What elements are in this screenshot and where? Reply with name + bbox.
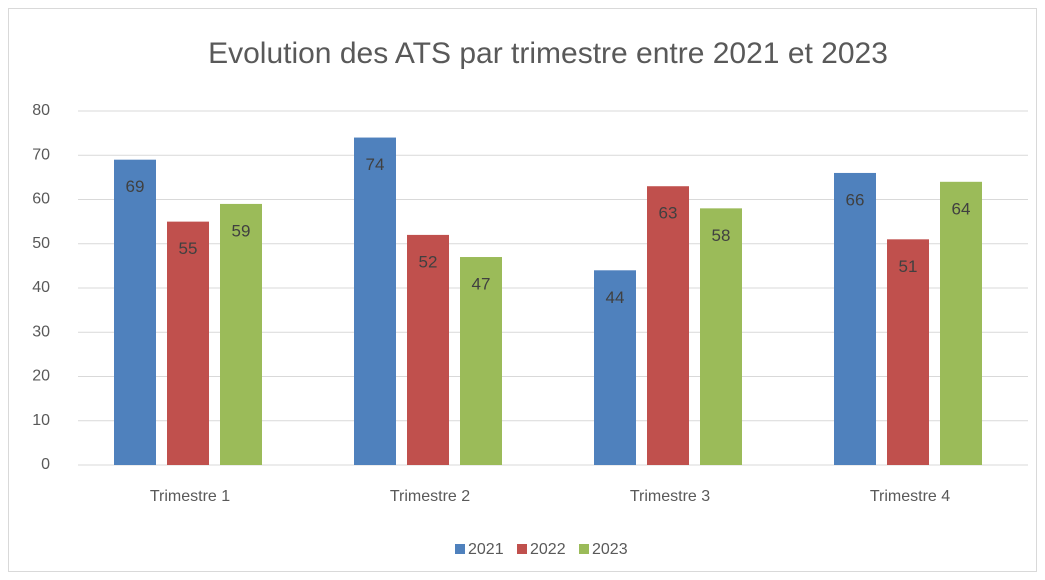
data-label: 74 — [366, 155, 385, 174]
legend-swatch — [517, 544, 527, 554]
data-label: 59 — [232, 221, 251, 240]
y-tick-label: 80 — [32, 102, 50, 119]
legend-swatch — [455, 544, 465, 554]
bar — [220, 203, 262, 466]
chart-border — [8, 8, 1037, 572]
legend-label: 2022 — [530, 541, 566, 558]
data-label: 66 — [846, 190, 865, 209]
bar — [460, 257, 502, 465]
legend-swatch — [579, 544, 589, 554]
x-tick-label: Trimestre 3 — [630, 488, 710, 505]
bar — [940, 181, 982, 466]
data-label: 47 — [472, 275, 491, 294]
data-label: 58 — [712, 226, 731, 245]
x-tick-label: Trimestre 2 — [390, 488, 470, 505]
bar — [594, 270, 636, 465]
bar — [647, 186, 689, 465]
bar — [114, 159, 156, 466]
data-label: 69 — [126, 177, 145, 196]
bar — [834, 172, 876, 465]
y-tick-label: 70 — [32, 146, 50, 163]
y-tick-label: 20 — [32, 368, 50, 385]
y-tick-label: 40 — [32, 279, 50, 296]
legend-label: 2023 — [592, 541, 628, 558]
x-tick-label: Trimestre 4 — [870, 488, 950, 505]
bar — [167, 221, 209, 465]
y-tick-label: 60 — [32, 191, 50, 208]
data-label: 52 — [419, 252, 438, 271]
y-tick-label: 0 — [41, 456, 50, 473]
data-label: 55 — [179, 239, 198, 258]
bar — [887, 239, 929, 465]
data-label: 44 — [606, 288, 625, 307]
x-tick-label: Trimestre 1 — [150, 488, 230, 505]
data-label: 51 — [899, 257, 918, 276]
chart-title: Evolution des ATS par trimestre entre 20… — [208, 37, 888, 70]
data-label: 64 — [952, 199, 971, 218]
bar — [700, 208, 742, 465]
y-tick-label: 10 — [32, 412, 50, 429]
bar — [407, 234, 449, 465]
bar — [354, 137, 396, 466]
y-tick-label: 50 — [32, 235, 50, 252]
y-tick-label: 30 — [32, 323, 50, 340]
legend-label: 2021 — [468, 541, 504, 558]
data-label: 63 — [659, 204, 678, 223]
